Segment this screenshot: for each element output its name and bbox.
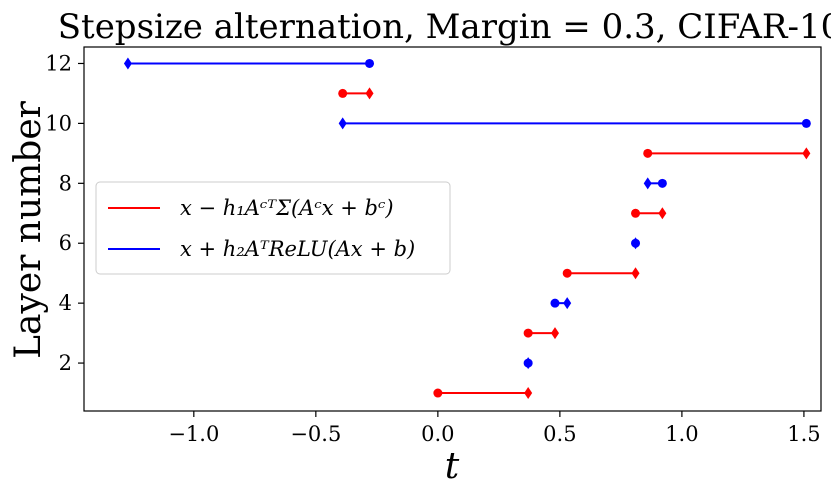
end-diamond-layer-6 bbox=[631, 237, 640, 250]
end-diamond-layer-1 bbox=[524, 387, 533, 400]
end-diamond-layer-3 bbox=[550, 327, 559, 340]
start-dot-layer-9 bbox=[643, 148, 653, 158]
legend-label-red: x − h₁AᶜᵀΣ(Aᶜx + bᶜ) bbox=[180, 196, 394, 220]
start-dot-layer-3 bbox=[523, 328, 533, 338]
plot-frame bbox=[83, 46, 822, 412]
end-diamond-layer-9 bbox=[802, 147, 811, 160]
x-axis: −1.0 −0.5 0.0 0.5 1.0 1.5 bbox=[168, 411, 821, 446]
legend-label-blue: x + h₂AᵀReLU(Ax + b) bbox=[180, 237, 415, 261]
chart-title: Stepsize alternation, Margin = 0.3, CIFA… bbox=[58, 7, 831, 47]
y-tick-label: 6 bbox=[59, 231, 72, 255]
end-diamond-layer-12 bbox=[123, 57, 132, 70]
end-diamond-layer-2 bbox=[524, 357, 533, 370]
plot-area bbox=[123, 57, 811, 400]
end-diamond-layer-5 bbox=[631, 267, 640, 280]
y-axis: 2 4 6 8 10 12 bbox=[45, 51, 84, 375]
y-tick-label: 2 bbox=[59, 351, 72, 375]
start-dot-layer-1 bbox=[433, 388, 443, 398]
start-dot-layer-11 bbox=[338, 88, 348, 98]
start-dot-layer-8 bbox=[657, 178, 667, 188]
x-axis-label: t bbox=[445, 446, 460, 487]
end-diamond-layer-4 bbox=[563, 297, 572, 310]
end-diamond-layer-11 bbox=[365, 87, 374, 100]
x-tick-label: 0.0 bbox=[421, 422, 454, 446]
y-axis-label: Layer number bbox=[8, 100, 49, 359]
start-dot-layer-12 bbox=[365, 58, 375, 68]
y-tick-label: 4 bbox=[59, 291, 72, 315]
x-tick-label: 0.5 bbox=[543, 422, 576, 446]
x-tick-label: −0.5 bbox=[290, 422, 341, 446]
start-dot-layer-7 bbox=[631, 208, 641, 218]
x-tick-label: 1.0 bbox=[665, 422, 698, 446]
legend: x − h₁AᶜᵀΣ(Aᶜx + bᶜ) x + h₂AᵀReLU(Ax + b… bbox=[95, 181, 451, 275]
legend-frame bbox=[95, 181, 451, 275]
start-dot-layer-5 bbox=[562, 268, 572, 278]
x-tick-label: −1.0 bbox=[168, 422, 219, 446]
start-dot-layer-4 bbox=[550, 298, 560, 308]
end-diamond-layer-8 bbox=[643, 177, 652, 190]
start-dot-layer-10 bbox=[801, 118, 811, 128]
y-tick-label: 10 bbox=[45, 111, 72, 135]
y-tick-label: 12 bbox=[45, 51, 72, 75]
x-tick-label: 1.5 bbox=[787, 422, 820, 446]
end-diamond-layer-10 bbox=[338, 117, 347, 130]
end-diamond-layer-7 bbox=[658, 207, 667, 220]
y-tick-label: 8 bbox=[59, 171, 72, 195]
